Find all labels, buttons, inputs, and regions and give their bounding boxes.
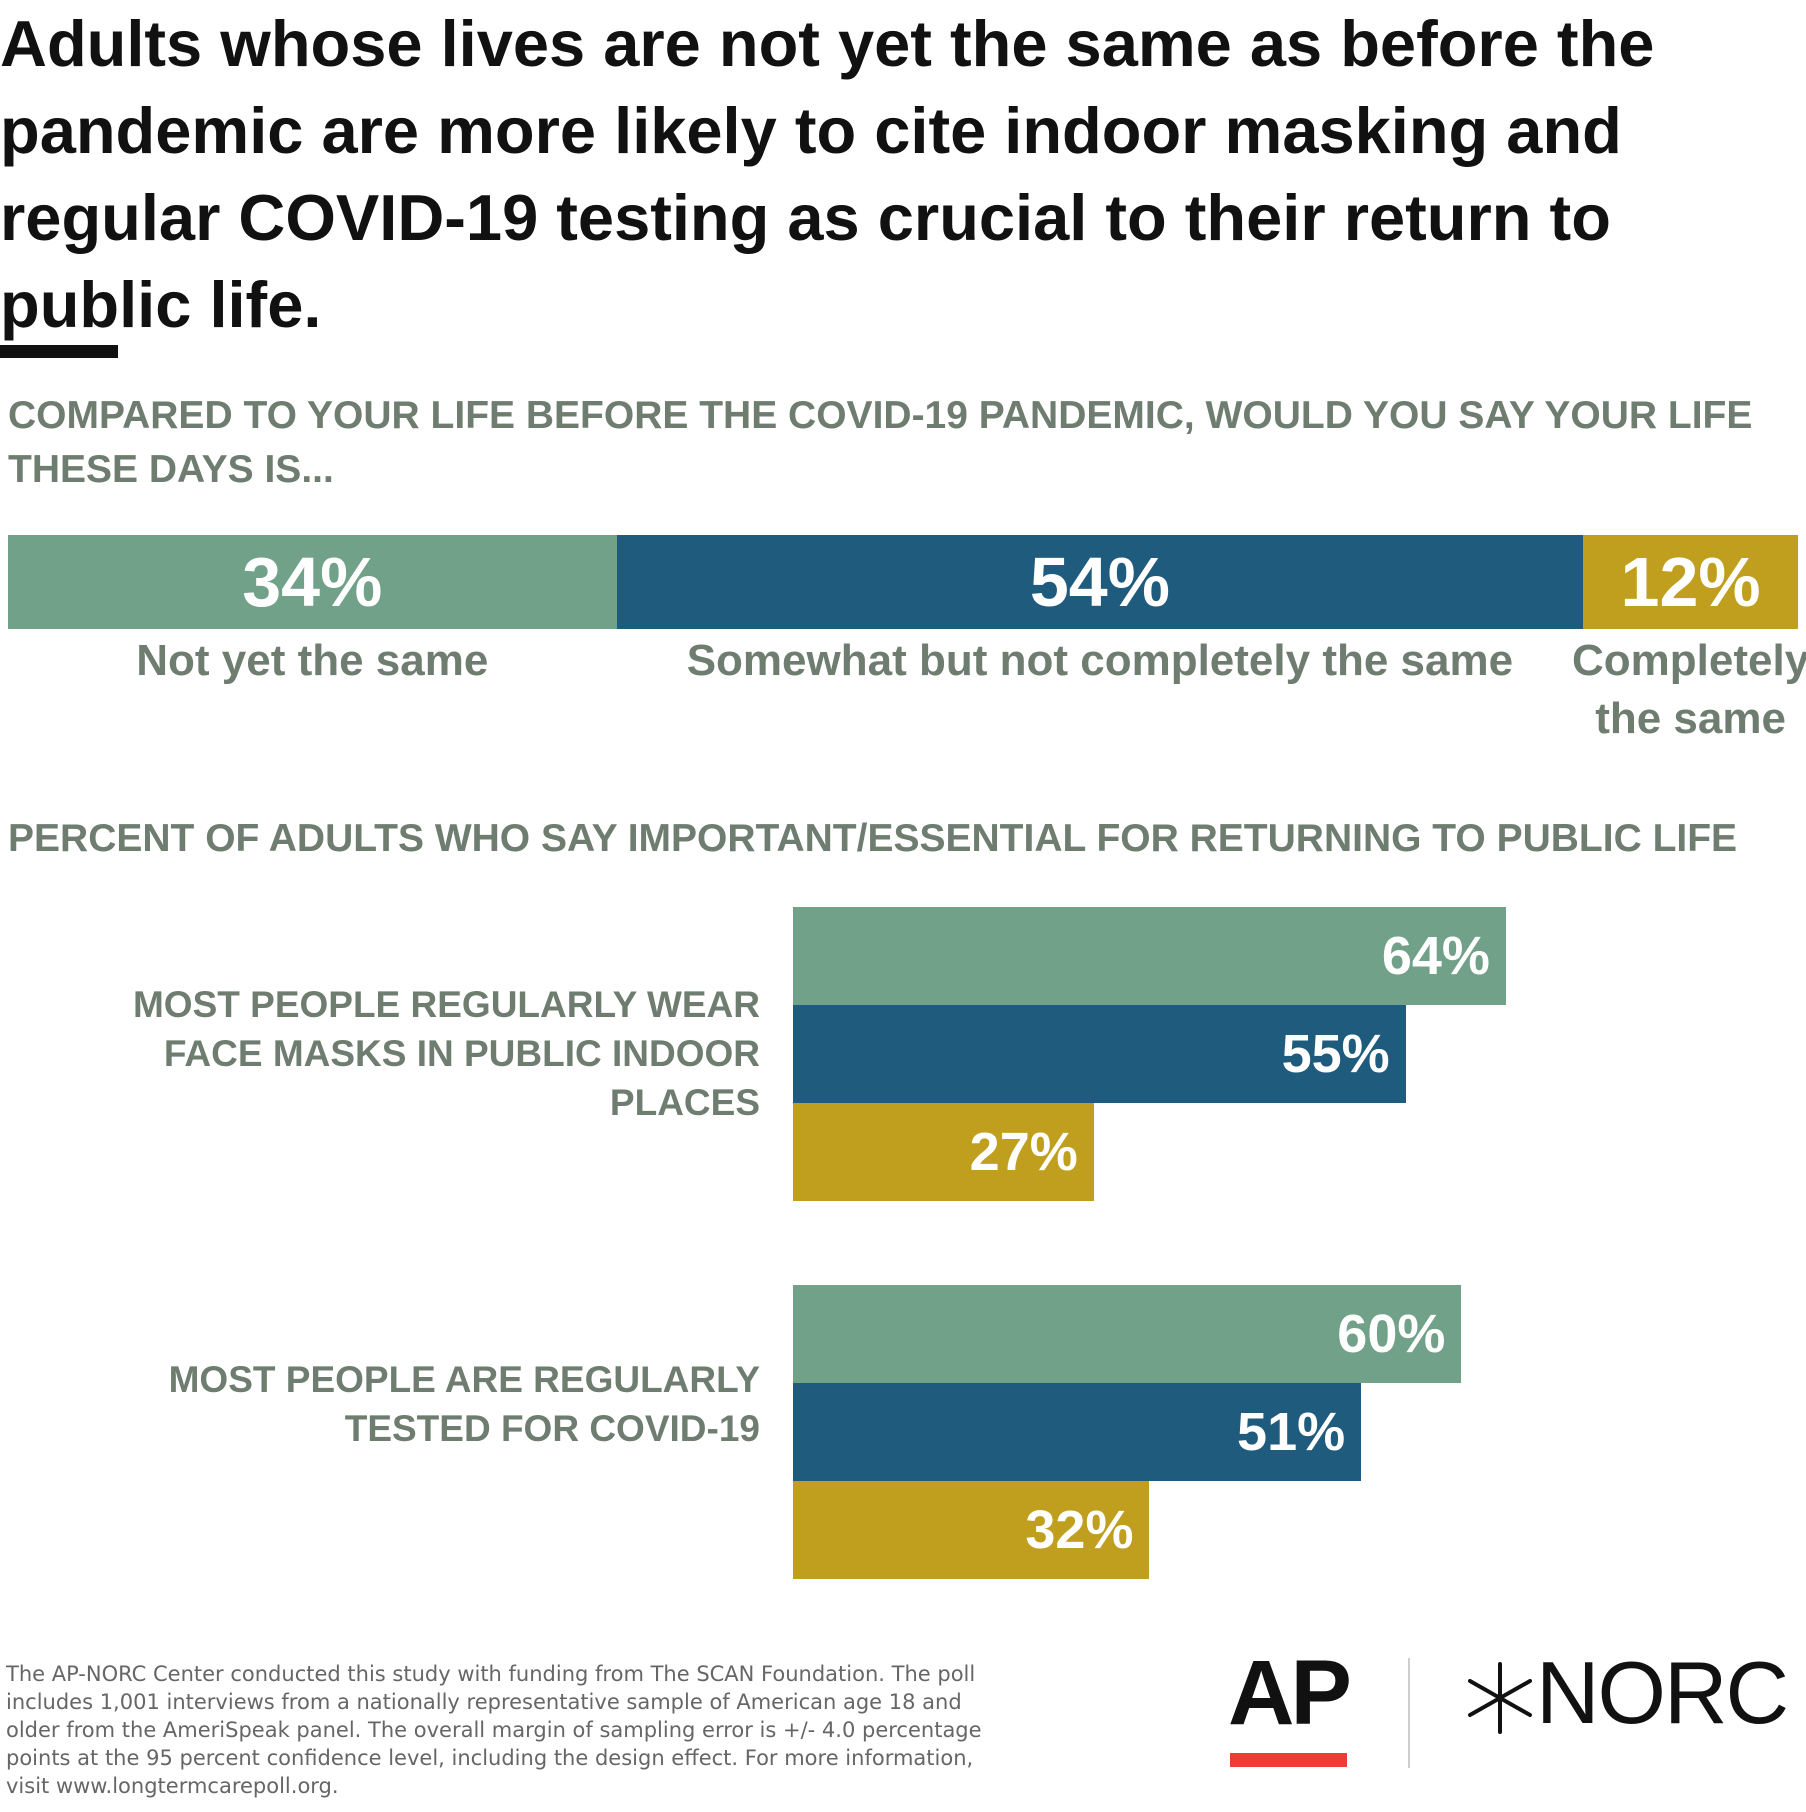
stacked-bar: 34% 54% 12% <box>8 535 1798 629</box>
norc-logo: NORC <box>1536 1643 1789 1742</box>
group-label-testing: MOST PEOPLE ARE REGULARLY TESTED FOR COV… <box>168 1359 760 1449</box>
footnote: The AP-NORC Center conducted this study … <box>6 1662 982 1798</box>
logo-divider <box>1408 1658 1410 1768</box>
group-label-face-masks: MOST PEOPLE REGULARLY WEAR FACE MASKS IN… <box>132 984 760 1123</box>
stack-segment-not-yet-the-same: 34% <box>8 535 617 629</box>
stack-label-somewhat-the-same: Somewhat but not completely the same <box>686 636 1514 685</box>
headline: Adults whose lives are not yet the same … <box>0 7 1655 341</box>
bar-testing-not-yet-the-same: 60% <box>793 1285 1462 1383</box>
title-rule <box>0 345 118 358</box>
chart1-title: COMPARED TO YOUR LIFE BEFORE THE COVID-1… <box>8 394 1753 491</box>
stack-segment-somewhat-the-same: 54% <box>616 535 1584 629</box>
stack-label-completely-the-same: Completely the same <box>1572 636 1806 743</box>
bar-masks-completely-the-same: 27% <box>793 1103 1094 1201</box>
ap-logo: AP <box>1228 1642 1352 1744</box>
ap-logo-underline <box>1230 1753 1347 1767</box>
bar-testing-completely-the-same: 32% <box>793 1481 1150 1579</box>
bar-masks-not-yet-the-same: 64% <box>793 907 1506 1005</box>
chart2-title: PERCENT OF ADULTS WHO SAY IMPORTANT/ESSE… <box>8 817 1738 860</box>
bar-masks-somewhat-the-same: 55% <box>793 1005 1406 1103</box>
starburst-icon <box>1468 1662 1532 1734</box>
bar-testing-somewhat-the-same: 51% <box>793 1383 1362 1481</box>
stack-label-not-yet-the-same: Not yet the same <box>136 636 489 685</box>
stack-segment-completely-the-same: 12% <box>1583 535 1798 629</box>
